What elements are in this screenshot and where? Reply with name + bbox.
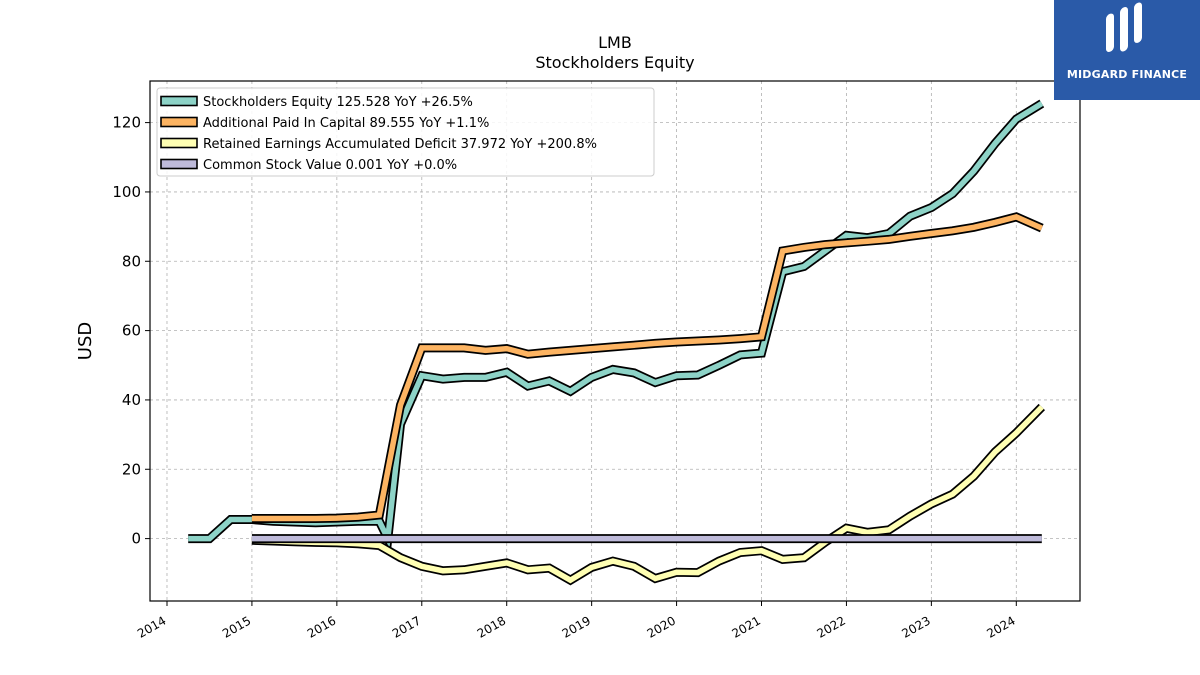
series-line — [251, 405, 1044, 584]
y-tick-label: 120 — [112, 114, 141, 132]
legend-box — [156, 87, 655, 177]
chart-title: LMB — [598, 33, 632, 52]
chart-subtitle: Stockholders Equity — [535, 53, 694, 72]
y-tick-label: 0 — [131, 530, 141, 548]
x-tick-label: 2017 — [390, 613, 423, 640]
legend-swatch — [160, 95, 198, 107]
x-tick-label: 2016 — [305, 613, 338, 640]
legend-entry: Common Stock Value 0.001 YoY +0.0% — [203, 158, 457, 173]
x-tick-label: 2015 — [220, 613, 253, 640]
y-tick-label: 60 — [122, 322, 141, 340]
y-tick-label: 20 — [122, 460, 141, 478]
legend-entry: Retained Earnings Accumulated Deficit 37… — [203, 137, 597, 152]
series-outline — [251, 403, 1046, 586]
series-outline — [251, 212, 1044, 523]
legend-entry: Additional Paid In Capital 89.555 YoY +1… — [203, 116, 489, 131]
x-axis: 2014 2015 2016 2017 2018 2019 2020 2021 2022 2023… — [135, 601, 1018, 641]
x-tick-label: 2022 — [814, 613, 847, 640]
brand-logo: MIDGARD FINANCE — [1054, 0, 1200, 100]
legend-entry: Stockholders Equity 125.528 YoY +26.5% — [203, 95, 473, 110]
series-line — [251, 213, 1043, 522]
y-axis-label: USD — [75, 322, 96, 360]
y-axis: 0 20 40 60 80 100 120 — [112, 114, 150, 548]
y-tick-label: 40 — [122, 391, 141, 409]
x-tick-label: 2020 — [645, 613, 678, 640]
x-tick-label: 2021 — [730, 613, 763, 640]
x-tick-label: 2018 — [475, 613, 508, 640]
x-tick-label: 2019 — [560, 613, 593, 640]
legend-swatch — [160, 158, 198, 170]
legend-swatch — [160, 137, 198, 149]
legend: Stockholders Equity 125.528 YoY +26.5% Ad… — [156, 87, 655, 177]
x-tick-label: 2014 — [135, 613, 168, 640]
plot-frame — [149, 80, 1081, 602]
y-tick-label: 100 — [112, 183, 141, 201]
y-tick-label: 80 — [122, 252, 141, 270]
series-lines — [188, 99, 1046, 586]
x-tick-label: 2024 — [984, 613, 1017, 640]
x-tick-label: 2023 — [899, 613, 932, 640]
legend-swatch — [160, 116, 198, 128]
logo-mark-icon — [1106, 2, 1142, 53]
brand-name: MIDGARD FINANCE — [1066, 68, 1188, 81]
